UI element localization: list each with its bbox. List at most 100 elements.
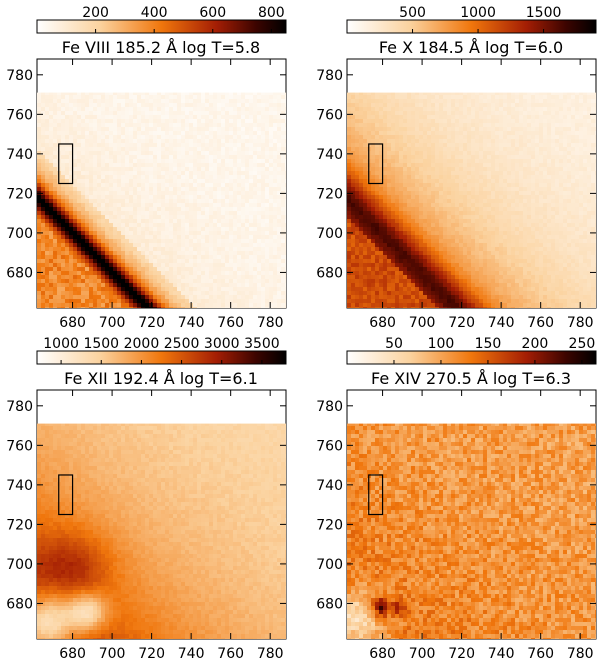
heatmap-cell: [463, 131, 467, 135]
colorbar-ticks: 500 1000 1500: [399, 5, 561, 33]
heatmap-cell: [591, 163, 595, 167]
heatmap-cell: [141, 299, 145, 303]
heatmap-cell: [137, 187, 141, 191]
heatmap-cell: [209, 131, 213, 135]
heatmap-cell: [121, 251, 125, 255]
heatmap-cell: [579, 155, 583, 159]
heatmap-cell: [85, 92, 89, 95]
heatmap-cell: [137, 163, 141, 167]
heatmap-cell: [249, 167, 253, 171]
heatmap-cell: [479, 99, 483, 103]
heatmap-cell: [209, 215, 213, 219]
heatmap-cell: [113, 279, 117, 283]
heatmap-cell: [49, 275, 53, 279]
heatmap-cell: [133, 155, 137, 159]
heatmap-cell: [281, 247, 285, 251]
heatmap-cell: [269, 99, 273, 103]
heatmap-cell: [383, 107, 387, 111]
heatmap-cell: [503, 147, 507, 151]
heatmap-cell: [491, 139, 495, 143]
heatmap-cell: [447, 107, 451, 111]
heatmap-cell: [233, 159, 237, 163]
heatmap-cell: [273, 143, 277, 147]
heatmap-cell: [241, 271, 245, 275]
heatmap-cell: [535, 155, 539, 159]
heatmap-cell: [451, 127, 455, 131]
heatmap-cell: [253, 155, 257, 159]
heatmap-cell: [65, 95, 69, 99]
heatmap-cell: [185, 115, 189, 119]
heatmap-cell: [491, 171, 495, 175]
heatmap-cell: [41, 291, 45, 295]
heatmap-cell: [563, 171, 567, 175]
heatmap-cell: [113, 259, 117, 263]
heatmap-cell: [225, 147, 229, 151]
heatmap-cell: [85, 99, 89, 103]
heatmap-cell: [201, 303, 205, 307]
heatmap-cell: [273, 115, 277, 119]
heatmap-cell: [479, 103, 483, 107]
heatmap-cell: [161, 251, 165, 255]
heatmap-cell: [427, 111, 431, 115]
heatmap-cell: [523, 107, 527, 111]
heatmap-cell: [539, 139, 543, 143]
heatmap-cell: [221, 227, 225, 231]
heatmap-cell: [137, 227, 141, 231]
heatmap-cell: [185, 99, 189, 103]
heatmap-cell: [467, 139, 471, 143]
heatmap-cell: [161, 223, 165, 227]
heatmap-cell: [249, 219, 253, 223]
heatmap-cell: [201, 291, 205, 295]
heatmap-cell: [261, 199, 265, 203]
heatmap-cell: [539, 107, 543, 111]
heatmap-cell: [109, 215, 113, 219]
heatmap-cell: [125, 159, 129, 163]
heatmap-cell: [241, 107, 245, 111]
heatmap-cell: [89, 111, 93, 115]
heatmap-cell: [277, 307, 281, 308]
heatmap-cell: [73, 211, 77, 215]
heatmap-cell: [89, 235, 93, 239]
heatmap-cell: [185, 95, 189, 99]
heatmap-cell: [281, 275, 285, 279]
heatmap-cell: [499, 107, 503, 111]
heatmap-cell: [249, 171, 253, 175]
heatmap-cell: [149, 211, 153, 215]
heatmap-cell: [269, 111, 273, 115]
heatmap-cell: [265, 131, 269, 135]
heatmap-cell: [189, 123, 193, 127]
heatmap-cell: [415, 139, 419, 143]
heatmap-cell: [285, 127, 286, 131]
heatmap-cell: [249, 243, 253, 247]
heatmap-cell: [209, 303, 213, 307]
heatmap-cell: [141, 191, 145, 195]
heatmap-cell: [37, 255, 41, 259]
heatmap-cell: [117, 303, 121, 307]
heatmap-cell: [347, 111, 351, 115]
heatmap-cell: [161, 163, 165, 167]
heatmap-cell: [49, 279, 53, 283]
heatmap-cell: [217, 247, 221, 251]
heatmap-cell: [173, 167, 177, 171]
heatmap-cell: [85, 235, 89, 239]
heatmap-cell: [277, 103, 281, 107]
heatmap-cell: [77, 127, 81, 131]
heatmap-cell: [125, 255, 129, 259]
heatmap-cell: [93, 283, 97, 287]
heatmap-cell: [419, 107, 423, 111]
heatmap-cell: [221, 271, 225, 275]
heatmap-cell: [41, 115, 45, 119]
heatmap-cell: [507, 99, 511, 103]
heatmap-cell: [81, 203, 85, 207]
heatmap-cell: [205, 111, 209, 115]
heatmap-cell: [367, 107, 371, 111]
heatmap-cell: [375, 107, 379, 111]
heatmap-cell: [185, 303, 189, 307]
heatmap-cell: [391, 135, 395, 139]
heatmap-cell: [273, 303, 277, 307]
heatmap-cell: [407, 127, 411, 131]
heatmap-cell: [169, 159, 173, 163]
heatmap-cell: [221, 111, 225, 115]
heatmap-cell: [579, 139, 583, 143]
heatmap-cell: [109, 211, 113, 215]
